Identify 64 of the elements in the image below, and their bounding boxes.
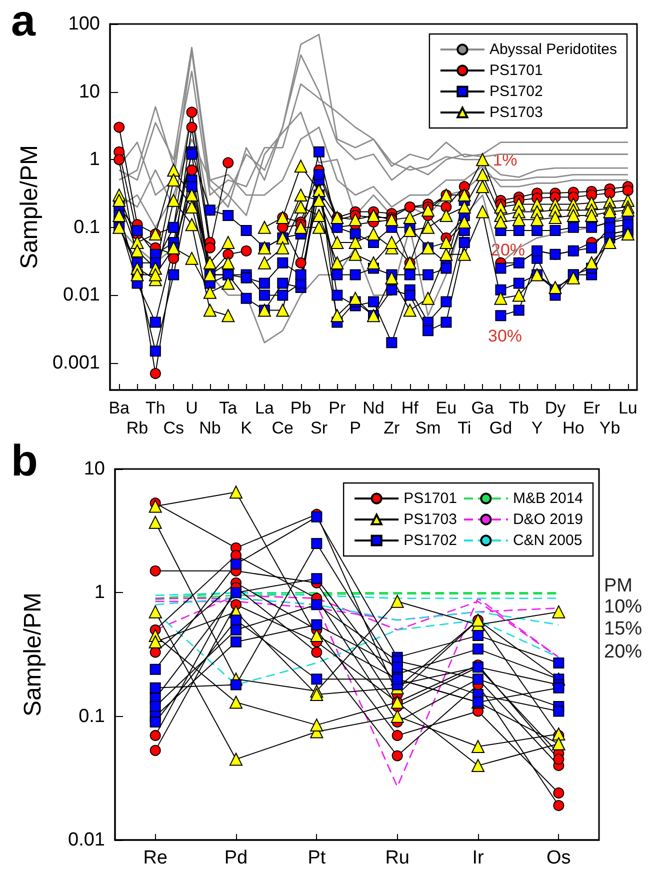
x-tick-label: Y [531, 418, 543, 438]
legend-label: PS1702 [404, 532, 457, 549]
x-tick-label: Yb [599, 418, 620, 438]
chart-title: b [11, 436, 38, 486]
y-tick-label: 0.1 [78, 706, 105, 727]
y-tick-label: 0.1 [74, 216, 100, 238]
y-tick-label: 0.01 [68, 830, 105, 850]
x-tick-label: Cs [163, 418, 184, 438]
x-tick-label: Gd [489, 418, 512, 438]
x-tick-label: Sr [310, 418, 328, 438]
legend-label: M&B 2014 [512, 490, 584, 507]
legend-label: Abyssal Peridotites [489, 41, 618, 58]
x-tick-label: Dy [544, 398, 566, 418]
legend-label: PS1701 [489, 62, 543, 79]
x-tick-label: Nb [199, 418, 221, 438]
x-tick-label: Re [143, 848, 168, 868]
legend-label: PS1703 [404, 511, 457, 528]
y-tick-label: 1 [94, 582, 105, 604]
x-tick-label: Hf [401, 398, 419, 418]
x-tick-label: Pb [290, 398, 312, 418]
chart-title: a [11, 0, 36, 46]
x-tick-label: Ba [108, 398, 130, 418]
x-tick-label: Ga [471, 398, 494, 418]
x-tick-label: U [186, 398, 198, 418]
annotation: 30% [488, 326, 522, 346]
x-tick-label: Nd [362, 398, 384, 418]
y-tick-label: 0.001 [52, 352, 100, 374]
y-axis-title: Sample/PM [16, 144, 44, 270]
legend-label: PS1702 [489, 83, 543, 100]
x-tick-label: Rb [126, 418, 148, 438]
x-tick-label: Eu [436, 398, 457, 418]
x-tick-label: Os [546, 848, 571, 868]
x-tick-label: Er [583, 398, 600, 418]
y-axis-title: Sample/PM [20, 592, 46, 717]
x-tick-label: Zr [384, 418, 400, 438]
y-tick-label: 10 [78, 81, 100, 102]
x-tick-label: Ta [219, 398, 238, 418]
legend-label: D&O 2019 [512, 511, 584, 528]
x-tick-label: Sm [415, 418, 441, 438]
x-tick-label: P [350, 418, 361, 438]
legend-label: PS1701 [404, 490, 457, 507]
x-tick-label: Ru [385, 848, 410, 868]
x-tick-label: Pd [224, 848, 248, 868]
x-tick-label: Lu [618, 398, 638, 418]
x-tick-label: Th [146, 398, 166, 418]
y-tick-label: 1 [89, 149, 100, 170]
y-tick-label: 10 [84, 458, 105, 480]
x-tick-label: La [255, 398, 274, 418]
x-tick-label: Pr [328, 398, 346, 418]
x-tick-label: Ho [562, 418, 584, 438]
text: 15% [604, 618, 642, 640]
legend-label: C&N 2005 [512, 532, 582, 549]
y-tick-label: 0.01 [63, 284, 100, 306]
text: 10% [604, 596, 642, 618]
x-tick-label: Pt [308, 848, 326, 868]
x-tick-label: Ti [458, 418, 472, 438]
x-tick-label: K [240, 418, 253, 438]
text: 20% [604, 642, 642, 662]
y-tick-label: 100 [68, 14, 100, 34]
x-tick-label: Tb [508, 398, 529, 418]
legend-label: PS1703 [489, 104, 543, 121]
text: PM [604, 576, 632, 596]
x-tick-label: Ir [472, 848, 484, 868]
x-tick-label: Ce [272, 418, 294, 438]
